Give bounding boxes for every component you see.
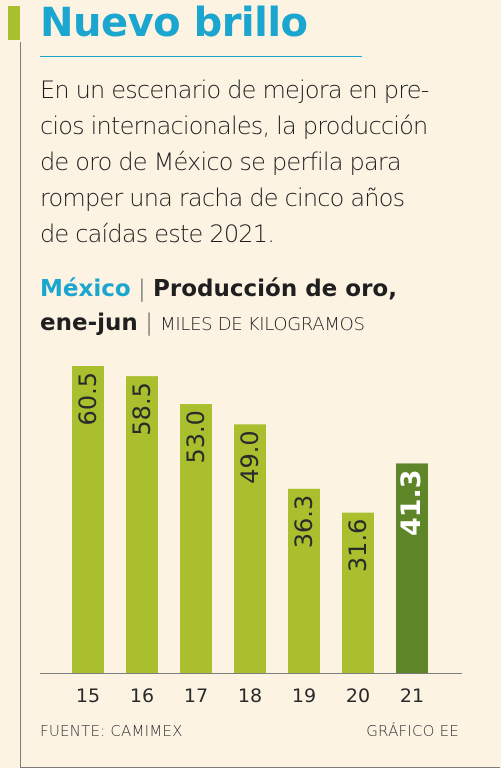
lede-line: En un escenario de mejora en pre- — [40, 76, 429, 104]
x-tick-label-19: 19 — [292, 685, 316, 707]
lede-line: de oro de México se perfila para — [40, 148, 402, 176]
lede-line: cios internacionales, la producción — [40, 112, 428, 140]
data-label-17: 53.0 — [182, 410, 210, 463]
data-label-20: 31.6 — [344, 519, 372, 572]
subtitle-period: ene-jun — [40, 310, 138, 336]
x-tick-label-17: 17 — [184, 685, 208, 707]
x-tick-label-18: 18 — [238, 685, 262, 707]
bar-18 — [234, 424, 266, 673]
x-tick-label-20: 20 — [346, 685, 370, 707]
subtitle-metric: Producción de oro, — [153, 276, 397, 302]
bar-15 — [72, 366, 104, 673]
title-underline — [40, 56, 362, 57]
bar-19 — [288, 488, 320, 673]
lede-paragraph: En un escenario de mejora en pre- cios i… — [40, 72, 465, 252]
data-label-15: 60.5 — [74, 372, 102, 425]
x-tick-label-21: 21 — [400, 685, 424, 707]
subtitle-units: MILES DE KILOGRAMOS — [160, 314, 365, 335]
source-note: FUENTE: CAMIMEX — [40, 722, 183, 740]
graphic-credit: GRÁFICO EE — [366, 722, 459, 740]
subtitle-line-2: ene-jun | MILES DE KILOGRAMOS — [40, 306, 480, 342]
bar-16 — [126, 376, 158, 673]
page-title: Nuevo brillo — [40, 0, 308, 46]
title-accent-bar — [8, 6, 20, 40]
x-tick-label-15: 15 — [76, 685, 100, 707]
subtitle-line-1: México | Producción de oro, — [40, 272, 480, 306]
bar-20 — [342, 512, 374, 673]
bar-17 — [180, 404, 212, 673]
lede-line: romper una racha de cinco años — [40, 184, 405, 212]
subtitle-country: México — [40, 276, 131, 302]
subtitle-separator: | — [137, 276, 146, 302]
lede-line: de caídas este 2021. — [40, 220, 275, 248]
data-label-21: 41.3 — [396, 469, 427, 536]
subtitle-separator: | — [145, 310, 153, 336]
chart-subtitle: México | Producción de oro, ene-jun | MI… — [40, 272, 480, 342]
data-label-16: 58.5 — [128, 382, 156, 435]
x-tick-label-16: 16 — [130, 685, 154, 707]
data-label-18: 49.0 — [236, 430, 264, 483]
bar-21 — [396, 463, 428, 673]
data-label-19: 36.3 — [290, 495, 318, 548]
